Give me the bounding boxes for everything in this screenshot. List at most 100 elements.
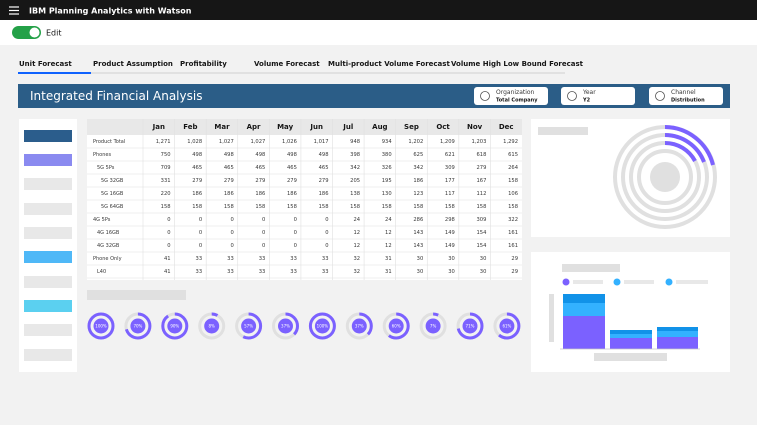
filter-label: Organization bbox=[496, 89, 535, 96]
sidebar-item[interactable] bbox=[24, 130, 72, 142]
row-label: Product Total bbox=[93, 139, 125, 145]
gauge-center bbox=[278, 318, 293, 334]
tab[interactable]: Multi-product Volume Forecast bbox=[328, 60, 450, 68]
table-cell: 279 bbox=[287, 178, 297, 184]
table-cell: 31 bbox=[385, 256, 392, 262]
table-cell: 154 bbox=[477, 243, 488, 249]
table-cell: 33 bbox=[322, 269, 329, 275]
sidebar-item[interactable] bbox=[24, 251, 72, 263]
gauge-label: 71% bbox=[466, 324, 475, 329]
sidebar-item[interactable] bbox=[24, 324, 72, 336]
gauge-center bbox=[167, 318, 183, 334]
table-cell: 167 bbox=[477, 178, 487, 184]
table-cell: 32 bbox=[353, 269, 360, 275]
sidebar-item[interactable] bbox=[24, 349, 72, 361]
table-cell: 615 bbox=[508, 152, 518, 158]
gauge-label: 90% bbox=[170, 324, 179, 329]
skeleton-label bbox=[87, 290, 186, 300]
row-label: Phone Only bbox=[93, 256, 122, 262]
row-label: L40 bbox=[97, 269, 106, 275]
sidebar-item[interactable] bbox=[24, 203, 72, 215]
table-cell: 0 bbox=[262, 243, 265, 249]
table-cell: 0 bbox=[167, 230, 170, 236]
sidebar-item[interactable] bbox=[24, 154, 72, 166]
table-cell: 0 bbox=[167, 243, 170, 249]
table-cell: 158 bbox=[255, 204, 265, 210]
gauge-label: 37% bbox=[355, 324, 364, 329]
table-cell: 158 bbox=[350, 204, 360, 210]
column-header: Jan bbox=[152, 123, 165, 131]
gauge-arc bbox=[493, 312, 521, 340]
tab[interactable]: Volume High Low Bound Forecast bbox=[451, 60, 584, 68]
table-cell: 0 bbox=[262, 230, 265, 236]
tab[interactable]: Product Assumption bbox=[93, 60, 173, 68]
column-header: Aug bbox=[372, 123, 387, 131]
table-cell: 750 bbox=[161, 152, 171, 158]
table-cell: 149 bbox=[445, 230, 455, 236]
table-cell: 1,017 bbox=[314, 139, 329, 145]
column-header: Sep bbox=[404, 123, 419, 131]
table-cell: 220 bbox=[161, 191, 171, 197]
filter-label: Year bbox=[582, 89, 596, 96]
table-cell: 30 bbox=[417, 269, 424, 275]
row-label: 5G 16GB bbox=[101, 191, 124, 197]
table-cell: 279 bbox=[224, 178, 234, 184]
table-cell: 195 bbox=[382, 178, 392, 184]
donut-chart bbox=[613, 125, 717, 229]
table-cell: 498 bbox=[319, 152, 329, 158]
gauge-arc bbox=[87, 312, 115, 340]
filter-value: Total Company bbox=[496, 98, 538, 104]
table-cell: 0 bbox=[325, 217, 328, 223]
table-cell: 143 bbox=[413, 230, 423, 236]
table-cell: 158 bbox=[287, 204, 297, 210]
filter-box[interactable] bbox=[474, 87, 548, 105]
table-cell: 158 bbox=[224, 204, 234, 210]
filter-label: Channel bbox=[671, 89, 696, 96]
top-bar bbox=[0, 0, 757, 20]
table-cell: 1,028 bbox=[187, 139, 202, 145]
table-cell: 130 bbox=[382, 191, 392, 197]
sidebar-item[interactable] bbox=[24, 178, 72, 190]
gauge-arc bbox=[382, 312, 410, 340]
gauge-arc bbox=[308, 312, 336, 340]
table-cell: 30 bbox=[448, 269, 455, 275]
gauge-arc bbox=[124, 312, 152, 340]
column-header: Mar bbox=[214, 123, 230, 131]
filter-box[interactable] bbox=[561, 87, 635, 105]
gauge-center bbox=[314, 318, 330, 334]
table-cell: 33 bbox=[196, 256, 203, 262]
filter-box[interactable] bbox=[649, 87, 723, 105]
table-cell: 32 bbox=[353, 256, 360, 262]
column-header: May bbox=[277, 123, 293, 131]
table-cell: 143 bbox=[413, 243, 423, 249]
gauge-label: 100% bbox=[317, 324, 329, 329]
gauge-label: 8% bbox=[209, 324, 216, 329]
table-cell: 33 bbox=[196, 269, 203, 275]
table-cell: 948 bbox=[350, 139, 360, 145]
table-cell: 279 bbox=[192, 178, 202, 184]
table-cell: 112 bbox=[477, 191, 487, 197]
table-cell: 33 bbox=[259, 269, 266, 275]
tab[interactable]: Unit Forecast bbox=[19, 60, 72, 68]
table-cell: 205 bbox=[350, 178, 360, 184]
table-cell: 31 bbox=[385, 269, 392, 275]
table-cell: 29 bbox=[511, 256, 518, 262]
sidebar-item[interactable] bbox=[24, 300, 72, 312]
tab[interactable]: Volume Forecast bbox=[254, 60, 320, 68]
table-cell: 186 bbox=[192, 191, 202, 197]
table-cell: 0 bbox=[199, 217, 202, 223]
column-header: Apr bbox=[247, 123, 261, 131]
table-cell: 342 bbox=[350, 165, 360, 171]
table-cell: 322 bbox=[508, 217, 518, 223]
banner-title: Integrated Financial Analysis bbox=[30, 89, 202, 103]
tab[interactable]: Profitability bbox=[180, 60, 227, 68]
table-cell: 41 bbox=[164, 269, 171, 275]
gauge-arc bbox=[198, 312, 226, 340]
table-cell: 0 bbox=[230, 243, 233, 249]
table-cell: 621 bbox=[445, 152, 455, 158]
sidebar-item[interactable] bbox=[24, 276, 72, 288]
table-cell: 12 bbox=[353, 230, 360, 236]
menu-icon[interactable] bbox=[9, 6, 19, 15]
sidebar-item[interactable] bbox=[24, 227, 72, 239]
